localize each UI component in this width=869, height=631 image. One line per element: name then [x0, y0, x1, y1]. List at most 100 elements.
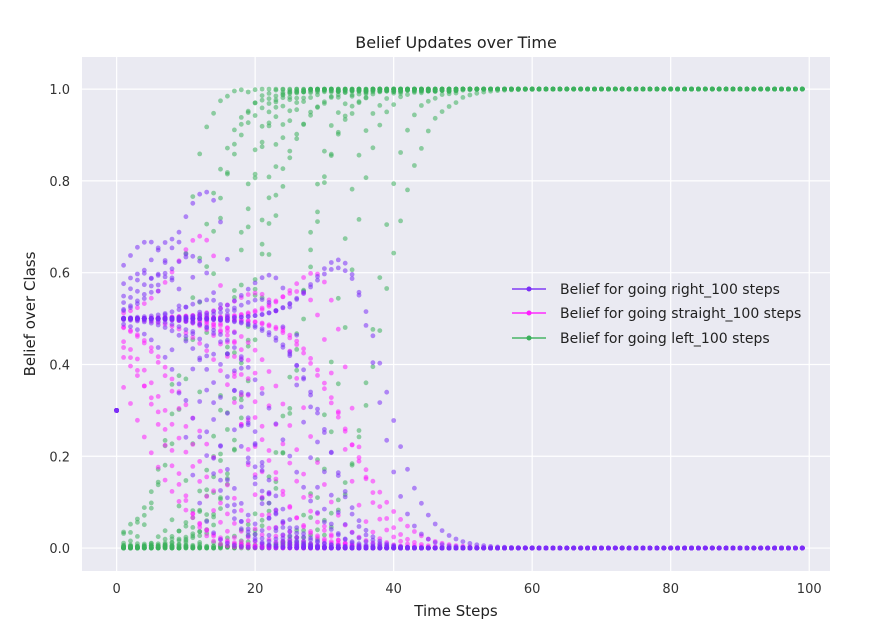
data-point-series-0 [155, 345, 161, 350]
data-point-series-1 [308, 361, 313, 366]
data-point-series-2 [432, 95, 438, 101]
data-point-series-1 [155, 409, 161, 415]
data-point-series-2 [322, 101, 327, 106]
data-point-series-1 [218, 500, 223, 506]
data-point-series-1 [356, 444, 362, 450]
data-point-series-1 [135, 373, 140, 378]
data-point-series-0 [363, 539, 369, 544]
data-point-series-1 [294, 376, 300, 381]
data-point-series-2 [405, 127, 410, 133]
data-point-series-0 [197, 336, 203, 342]
data-point-series-2 [425, 128, 431, 134]
data-point-series-2 [211, 190, 217, 196]
data-point-series-0 [280, 544, 286, 550]
data-point-series-0 [121, 300, 126, 305]
data-point-series-0 [204, 387, 210, 393]
data-point-series-1 [308, 530, 313, 536]
data-point-series-1 [232, 339, 237, 344]
data-point-series-0 [121, 262, 126, 268]
data-point-series-2 [370, 145, 376, 151]
data-point-series-2 [266, 120, 272, 126]
data-point-series-2 [169, 411, 175, 417]
data-point-series-2 [238, 229, 244, 235]
data-point-series-0 [232, 502, 237, 508]
data-point-series-2 [273, 104, 279, 110]
data-point-series-1 [273, 326, 279, 332]
data-point-series-1 [218, 283, 223, 288]
data-point-series-0 [211, 380, 217, 385]
data-point-series-1 [238, 508, 244, 513]
data-point-series-1 [211, 253, 217, 259]
data-point-series-1 [176, 435, 182, 441]
data-point-series-0 [238, 390, 244, 395]
data-point-series-2 [515, 86, 521, 92]
data-point-series-0 [204, 453, 210, 458]
data-point-series-0 [363, 323, 369, 328]
data-point-series-1 [190, 442, 196, 447]
data-point-series-1 [322, 337, 327, 342]
data-point-series-2 [273, 99, 279, 105]
data-point-series-0 [155, 322, 161, 328]
data-point-series-2 [328, 151, 334, 157]
data-point-series-0 [252, 377, 258, 383]
data-point-series-2 [405, 92, 410, 97]
data-point-series-0 [294, 297, 300, 302]
data-point-series-0 [190, 331, 196, 337]
data-point-series-2 [474, 90, 480, 96]
data-point-series-2 [405, 87, 410, 93]
data-point-series-2 [363, 128, 369, 134]
data-point-series-0 [238, 444, 244, 449]
data-point-series-1 [218, 468, 223, 474]
data-point-series-0 [308, 498, 313, 504]
data-point-series-2 [218, 195, 223, 201]
data-point-series-0 [183, 333, 189, 339]
data-point-series-0 [308, 404, 313, 410]
data-point-series-2 [225, 471, 230, 477]
data-point-series-1 [328, 400, 334, 406]
data-point-series-1 [405, 536, 410, 542]
data-point-series-2 [183, 376, 189, 382]
data-point-series-2 [128, 530, 133, 535]
data-point-series-1 [148, 345, 154, 351]
data-point-series-2 [315, 89, 320, 95]
data-point-series-2 [225, 427, 230, 432]
data-point-series-1 [141, 367, 147, 373]
data-point-series-0 [225, 374, 230, 379]
data-point-series-0 [211, 530, 217, 536]
data-point-series-2 [128, 521, 133, 527]
data-point-series-2 [266, 195, 272, 201]
data-point-series-2 [682, 86, 687, 92]
data-point-series-0 [294, 469, 300, 475]
data-point-series-1 [301, 524, 306, 530]
data-point-series-0 [245, 533, 251, 539]
data-point-series-2 [259, 139, 265, 145]
data-point-series-0 [232, 345, 237, 350]
data-point-series-2 [225, 170, 230, 175]
data-point-series-1 [363, 476, 369, 482]
data-point-series-2 [232, 141, 237, 147]
data-point-series-2 [349, 87, 355, 93]
data-point-series-1 [155, 360, 161, 365]
data-point-series-2 [328, 86, 334, 92]
data-point-series-2 [287, 155, 293, 161]
data-point-series-2 [148, 545, 154, 551]
data-point-series-1 [197, 341, 203, 346]
data-point-series-0 [301, 419, 306, 425]
data-point-series-2 [183, 540, 189, 545]
data-point-series-0 [266, 310, 272, 316]
data-point-series-0 [148, 257, 154, 263]
data-point-series-1 [322, 482, 327, 487]
data-point-series-1 [259, 321, 265, 327]
data-point-series-2 [280, 135, 286, 141]
data-point-series-0 [280, 539, 286, 544]
data-point-series-0 [252, 521, 258, 527]
data-point-series-2 [349, 103, 355, 109]
data-point-series-2 [356, 428, 362, 433]
data-point-series-2 [799, 86, 805, 92]
data-point-series-1 [294, 515, 300, 521]
data-point-series-0 [238, 293, 244, 298]
data-point-series-1 [266, 323, 272, 329]
data-point-series-0 [162, 325, 168, 330]
data-points [114, 86, 805, 551]
data-point-series-1 [225, 382, 230, 388]
